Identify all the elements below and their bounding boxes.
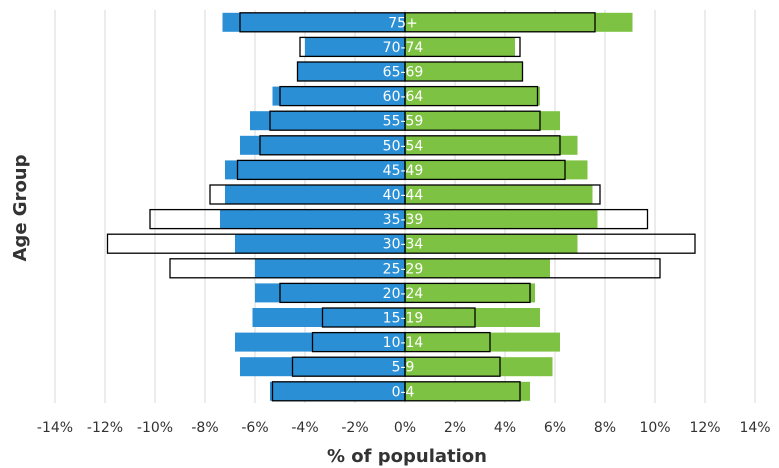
solid-bar-left <box>222 12 405 32</box>
solid-bar-left <box>240 357 405 377</box>
solid-bar-left <box>255 283 405 303</box>
solid-bar-left <box>297 62 405 81</box>
solid-bar-left <box>255 258 405 278</box>
age-group-label: 50-54 <box>383 138 424 154</box>
outline-bar-right <box>404 258 661 279</box>
age-group-label: 65-69 <box>383 65 424 81</box>
x-axis-ticks: -14% -12% -10% -8% -6% -4% -2% 0% 2% 4% 6% 8% 10% 12%… <box>37 420 771 436</box>
solid-bar-right <box>405 381 530 401</box>
x-tick-label: -14% <box>37 420 73 436</box>
age-group-label: 75+ <box>388 15 418 31</box>
age-group-label: 20-24 <box>383 286 424 302</box>
x-tick-label: 0% <box>394 420 416 436</box>
solid-bar-left <box>225 185 405 204</box>
x-tick-label: -10% <box>137 420 173 436</box>
age-group-label: 45-49 <box>383 163 424 179</box>
solid-bar-right <box>405 234 578 254</box>
outline-bar-right <box>404 233 696 254</box>
x-tick-label: -6% <box>241 420 268 436</box>
x-tick-label: 8% <box>594 420 616 436</box>
outline-bar-right <box>404 208 649 230</box>
outline-bar-right <box>404 135 561 156</box>
solid-bar-left <box>250 111 405 131</box>
solid-bar-left <box>235 234 405 254</box>
solid-bars <box>220 12 633 401</box>
x-tick-label: 2% <box>444 420 466 436</box>
age-group-label: 40-44 <box>383 188 424 204</box>
outline-bar-right <box>404 184 601 205</box>
solid-bar-right <box>405 86 540 106</box>
solid-bar-right <box>405 111 560 131</box>
solid-bar-left <box>220 209 405 229</box>
solid-bar-right <box>405 185 593 204</box>
age-group-label: 55-59 <box>383 114 424 130</box>
solid-bar-left <box>272 86 405 106</box>
x-tick-label: -4% <box>291 420 318 436</box>
y-axis-title: Age Group <box>10 154 31 261</box>
outline-bar-right <box>404 307 476 328</box>
solid-bar-right <box>405 160 588 180</box>
age-group-label: 35-39 <box>383 212 424 228</box>
age-group-labels: 0-4 5-9 10-14 15-19 20-24 25-29 30-34 35-39 40-4… <box>383 15 424 400</box>
solid-bar-left <box>235 332 405 352</box>
outline-bar-right <box>404 85 539 107</box>
age-group-label: 15-19 <box>383 311 424 327</box>
age-group-label: 25-29 <box>383 261 424 277</box>
age-group-label: 70-74 <box>383 40 424 56</box>
solid-bar-left <box>225 160 405 180</box>
solid-bar-right <box>405 283 535 303</box>
solid-bar-right <box>405 209 598 229</box>
outline-bar-right <box>404 12 596 33</box>
solid-bar-left <box>270 381 405 401</box>
age-group-label: 0-4 <box>392 384 415 400</box>
x-tick-label: 6% <box>544 420 566 436</box>
outline-bar-right <box>404 36 521 58</box>
x-tick-label: 10% <box>639 420 670 436</box>
solid-bar-right <box>405 12 633 32</box>
age-group-label: 10-14 <box>383 335 424 351</box>
x-tick-label: -12% <box>87 420 123 436</box>
age-group-label: 5-9 <box>392 360 415 376</box>
solid-bar-right <box>405 62 523 81</box>
solid-bar-right <box>405 332 560 352</box>
age-group-label: 60-64 <box>383 89 424 105</box>
solid-bar-right <box>405 37 515 57</box>
outline-bar-right <box>404 282 531 304</box>
x-tick-label: 4% <box>494 420 516 436</box>
outline-bar-right <box>404 331 491 353</box>
solid-bar-right <box>405 135 578 155</box>
solid-bar-left <box>252 308 405 327</box>
outline-bar-right <box>404 356 501 377</box>
x-tick-label: -8% <box>191 420 218 436</box>
solid-bar-left <box>240 135 405 155</box>
x-tick-label: 12% <box>689 420 720 436</box>
x-axis-title: % of population <box>327 446 487 467</box>
outline-bar-right <box>404 159 566 181</box>
outline-bar-right <box>404 110 541 131</box>
outline-bars <box>106 12 696 402</box>
age-group-label: 30-34 <box>383 237 424 253</box>
solid-bar-right <box>405 308 540 327</box>
outline-bar-right <box>404 61 524 82</box>
solid-bar-right <box>405 258 550 278</box>
solid-bar-right <box>405 357 553 377</box>
x-tick-label: 14% <box>739 420 770 436</box>
outline-bar-right <box>404 381 521 402</box>
solid-bar-left <box>305 37 405 57</box>
x-tick-label: -2% <box>341 420 368 436</box>
